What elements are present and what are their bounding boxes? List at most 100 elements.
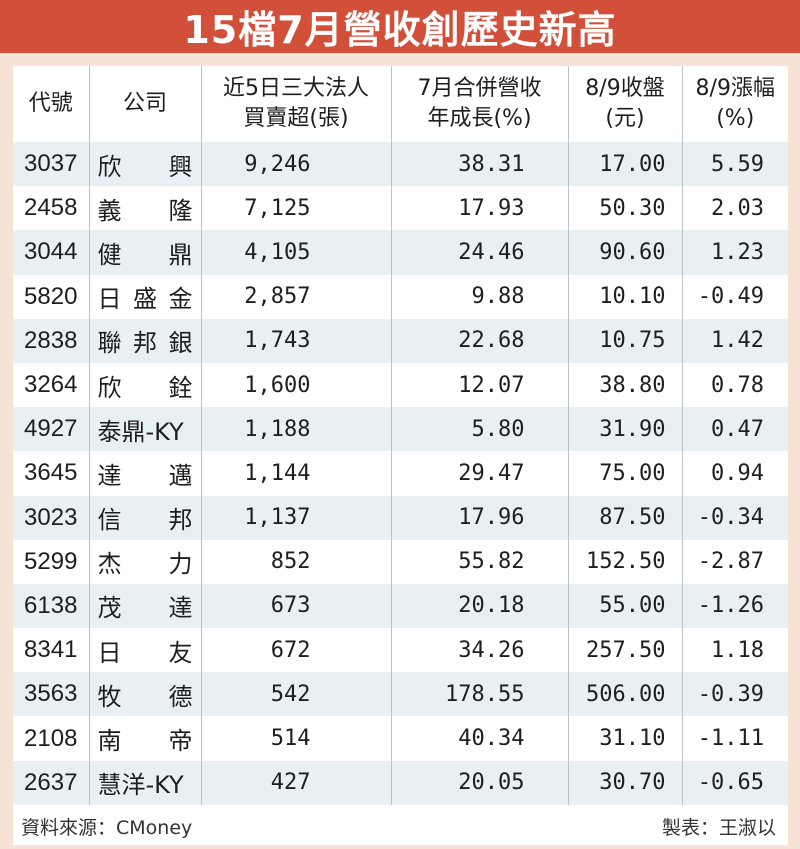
close-price: 17.00 xyxy=(568,142,683,187)
table-row: 2838 聯邦銀 1,743 22.68 10.75 1.42 xyxy=(13,318,788,363)
close-price: 506.00 xyxy=(568,672,683,717)
table-row: 3264 欣銓 1,600 12.07 38.80 0.78 xyxy=(13,362,788,408)
company-name: 聯邦銀 xyxy=(89,318,202,363)
close-price: 90.60 xyxy=(568,230,683,275)
company-name-char: 健 xyxy=(97,240,122,269)
close-price: 31.10 xyxy=(568,716,683,761)
column-header-close-price: 8/9收盤 (元) xyxy=(568,66,683,142)
revenue-yoy: 20.05 xyxy=(391,760,569,805)
close-price: 38.80 xyxy=(568,362,683,408)
institutional-net-buy: 7,125 xyxy=(201,186,392,231)
table-row: 3645 達邁 1,144 29.47 75.00 0.94 xyxy=(13,451,788,496)
company-name: 杰力 xyxy=(89,539,202,584)
header-line2: (元) xyxy=(605,106,645,131)
price-change: -0.49 xyxy=(682,274,788,319)
company-name-chars: 信邦 xyxy=(98,500,193,535)
institutional-net-buy: 4,105 xyxy=(201,230,392,275)
close-price: 30.70 xyxy=(568,760,683,805)
revenue-yoy: 29.47 xyxy=(391,451,569,496)
company-name-char: 日 xyxy=(97,638,122,667)
stock-code: 8341 xyxy=(13,628,90,673)
company-name-char: 邁 xyxy=(168,461,193,490)
revenue-yoy: 34.26 xyxy=(391,628,569,673)
company-name-char: 銓 xyxy=(168,373,193,402)
company-name: 健鼎 xyxy=(89,230,202,275)
company-name-chars: 欣興 xyxy=(98,147,193,182)
company-name: 南帝 xyxy=(89,716,202,761)
price-change: -0.34 xyxy=(682,495,788,540)
price-change: 0.47 xyxy=(682,407,788,452)
company-name-char: 達 xyxy=(168,594,193,623)
company-name-chars: 達邁 xyxy=(98,456,193,491)
revenue-yoy: 20.18 xyxy=(391,583,569,629)
company-name: 信邦 xyxy=(89,495,202,540)
stock-code: 6138 xyxy=(13,583,90,629)
institutional-net-buy: 852 xyxy=(201,539,392,584)
column-header-code: 代號 xyxy=(13,66,90,142)
header-line1: 8/9漲幅 xyxy=(695,76,775,101)
revenue-yoy: 22.68 xyxy=(391,318,569,363)
table-row: 2458 義隆 7,125 17.93 50.30 2.03 xyxy=(13,186,788,231)
table-row: 6138 茂達 673 20.18 55.00 -1.26 xyxy=(13,583,788,629)
company-name-char: 達 xyxy=(97,461,122,490)
company-name-char: 日 xyxy=(97,285,122,314)
close-price: 31.90 xyxy=(568,407,683,452)
revenue-yoy: 178.55 xyxy=(391,672,569,717)
company-name: 慧洋-KY xyxy=(89,760,202,805)
revenue-yoy: 24.46 xyxy=(391,230,569,275)
revenue-yoy: 55.82 xyxy=(391,539,569,584)
stock-code: 3037 xyxy=(13,142,90,187)
company-name-char: 牧 xyxy=(97,682,122,711)
company-name-char: 帝 xyxy=(168,727,193,756)
company-name-chars: 欣銓 xyxy=(98,368,193,403)
company-name: 日盛金 xyxy=(89,274,202,319)
close-price: 55.00 xyxy=(568,583,683,629)
revenue-table: 代號 公司 近5日三大法人 買賣超(張) 7月合併營收 年成長(%) 8/9收盤 (元) 8/9… xyxy=(13,66,788,805)
revenue-yoy: 38.31 xyxy=(391,142,569,187)
company-name: 欣銓 xyxy=(89,362,202,408)
table-row: 2637 慧洋-KY 427 20.05 30.70 -0.65 xyxy=(13,760,788,805)
author-note: 製表：王淑以 xyxy=(661,817,776,840)
company-name-char: 欣 xyxy=(97,373,122,402)
company-name: 日友 xyxy=(89,628,202,673)
company-name-char: 盛 xyxy=(133,285,157,314)
company-name-char: 義 xyxy=(97,196,122,225)
price-change: -2.87 xyxy=(682,539,788,584)
company-name-char: 茂 xyxy=(97,594,122,623)
company-name-chars: 日盛金 xyxy=(98,279,193,314)
revenue-yoy: 9.88 xyxy=(391,274,569,319)
price-change: -1.11 xyxy=(682,716,788,761)
close-price: 10.10 xyxy=(568,274,683,319)
company-name-char: 欣 xyxy=(97,152,122,181)
header-line2: (%) xyxy=(716,106,755,131)
stock-code: 5299 xyxy=(13,539,90,584)
revenue-yoy: 5.80 xyxy=(391,407,569,452)
company-name-char: 泰鼎-KY xyxy=(97,417,184,446)
revenue-yoy: 12.07 xyxy=(391,362,569,408)
revenue-yoy: 17.96 xyxy=(391,495,569,540)
institutional-net-buy: 427 xyxy=(201,760,392,805)
column-header-revenue-yoy: 7月合併營收 年成長(%) xyxy=(391,66,569,142)
close-price: 75.00 xyxy=(568,451,683,496)
header-line2: 年成長(%) xyxy=(427,106,532,131)
company-name-char: 聯 xyxy=(97,329,122,358)
close-price: 152.50 xyxy=(568,539,683,584)
company-name: 義隆 xyxy=(89,186,202,231)
stock-code: 4927 xyxy=(13,407,90,452)
company-name-chars: 牧德 xyxy=(98,677,193,712)
revenue-yoy: 17.93 xyxy=(391,186,569,231)
company-name-chars: 杰力 xyxy=(98,544,193,579)
column-header-company: 公司 xyxy=(89,66,202,142)
stock-code: 3023 xyxy=(13,495,90,540)
company-name-char: 興 xyxy=(168,152,193,181)
header-line1: 7月合併營收 xyxy=(417,76,542,101)
table-row: 5299 杰力 852 55.82 152.50 -2.87 xyxy=(13,539,788,584)
stock-code: 3563 xyxy=(13,672,90,717)
company-name-char: 友 xyxy=(168,638,193,667)
company-name-char: 南 xyxy=(97,727,122,756)
price-change: 0.94 xyxy=(682,451,788,496)
company-name-char: 德 xyxy=(168,682,193,711)
company-name: 泰鼎-KY xyxy=(89,407,202,452)
institutional-net-buy: 1,188 xyxy=(201,407,392,452)
company-name-char: 邦 xyxy=(133,329,157,358)
